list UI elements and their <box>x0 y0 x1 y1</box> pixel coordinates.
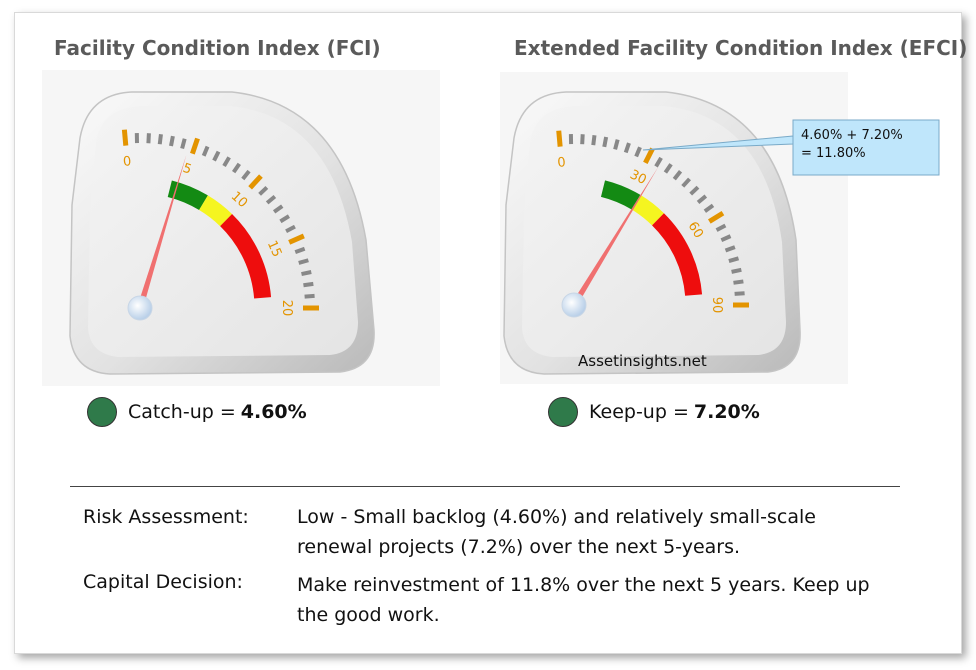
fci-status-label: Catch-up = <box>128 401 236 423</box>
fci-minor-tick <box>294 246 306 255</box>
efci-needle <box>571 166 659 307</box>
fci-minor-tick <box>212 150 221 162</box>
efci-minor-tick <box>733 279 744 285</box>
fci-major-tick <box>190 137 200 155</box>
efci-status-value: 7.20% <box>693 401 760 423</box>
efci-needle-hub <box>561 292 587 318</box>
risk-assessment-text: Low - Small backlog (4.60%) and relative… <box>297 506 816 558</box>
watermark: Assetinsights.net <box>578 352 707 370</box>
efci-needle-layer <box>561 166 659 318</box>
callout-line-2: = 11.80% <box>801 146 866 161</box>
efci-tick-label: 60 <box>685 219 706 241</box>
efci-minor-tick <box>734 291 745 296</box>
fci-minor-tick <box>279 214 290 224</box>
efci-major-tick <box>643 147 655 165</box>
fci-minor-tick <box>169 135 175 147</box>
efci-band-red <box>651 213 703 297</box>
efci-minor-tick <box>728 256 740 263</box>
divider <box>70 486 900 487</box>
fci-tick-label: 15 <box>264 238 284 259</box>
efci-minor-tick <box>602 136 609 148</box>
fci-major-tick <box>248 174 263 190</box>
efci-tick-label: 90 <box>709 297 724 314</box>
efci-minor-tick <box>681 177 692 188</box>
efci-major-tick <box>556 130 563 147</box>
fci-needle <box>137 154 187 309</box>
fci-band-red <box>219 214 272 299</box>
fci-needle-hub <box>127 295 153 321</box>
efci-status: Keep-up = 7.20% <box>548 397 760 427</box>
capital-decision-label: Capital Decision: <box>83 571 243 593</box>
efci-minor-tick <box>731 267 742 274</box>
fci-band-green <box>167 180 208 211</box>
efci-minor-tick <box>724 245 736 253</box>
fci-status-dot <box>87 397 117 427</box>
fci-minor-tick <box>265 194 277 205</box>
efci-minor-tick <box>654 156 663 168</box>
fci-tick-label: 0 <box>122 154 132 170</box>
efci-minor-tick <box>591 134 597 146</box>
efci-minor-tick <box>663 163 673 174</box>
fci-tick-label: 20 <box>279 300 294 317</box>
fci-status: Catch-up = 4.60% <box>87 397 307 427</box>
fci-minor-tick <box>272 204 284 214</box>
efci-tick-label: 0 <box>557 155 567 171</box>
efci-major-tick <box>708 211 725 224</box>
efci-minor-tick <box>672 170 683 181</box>
fci-gauge-face <box>88 106 358 357</box>
fci-band-yellow <box>198 195 233 227</box>
efci-minor-tick <box>623 142 631 154</box>
fci-minor-tick <box>180 138 187 149</box>
fci-major-tick <box>121 129 129 146</box>
fci-minor-tick <box>201 145 210 157</box>
fci-minor-tick <box>157 134 163 145</box>
fci-minor-tick <box>304 293 315 299</box>
efci-gauge: 0 30 60 90 <box>503 91 801 375</box>
efci-minor-tick <box>689 185 700 196</box>
callout-text: 4.60% + 7.20% = 11.80% <box>801 127 903 163</box>
efci-minor-tick <box>720 234 732 242</box>
fci-status-value: 4.60% <box>240 401 307 423</box>
efci-minor-tick <box>580 134 585 145</box>
callout-line-1: 4.60% + 7.20% <box>801 128 903 143</box>
efci-minor-tick <box>715 223 727 232</box>
fci-title: Facility Condition Index (FCI) <box>54 36 381 60</box>
capital-decision-text: Make reinvestment of 11.8% over the next… <box>297 574 870 626</box>
callout-box <box>792 119 940 176</box>
fci-minor-tick <box>232 162 241 174</box>
risk-assessment-label: Risk Assessment: <box>83 506 249 528</box>
efci-minor-tick <box>696 194 708 204</box>
fci-minor-tick <box>222 156 231 168</box>
fci-minor-tick <box>146 133 151 144</box>
efci-status-dot <box>548 397 578 427</box>
fci-minor-tick <box>285 224 296 234</box>
fci-minor-tick <box>241 169 251 181</box>
efci-minor-tick <box>613 139 620 150</box>
fci-major-tick <box>288 233 305 245</box>
efci-tick-label: 30 <box>627 167 649 188</box>
fci-minor-tick <box>303 281 314 288</box>
fci-minor-tick <box>298 258 309 265</box>
efci-title: Extended Facility Condition Index (EFCI) <box>514 36 968 60</box>
efci-status-label: Keep-up = <box>589 401 689 423</box>
fci-needle-layer <box>127 154 187 321</box>
fci-minor-tick <box>258 185 269 196</box>
callout <box>642 119 940 176</box>
fci-minor-tick <box>301 270 312 277</box>
efci-gauge-face <box>522 106 786 357</box>
efci-minor-tick <box>703 203 715 213</box>
efci-minor-tick <box>634 146 642 158</box>
